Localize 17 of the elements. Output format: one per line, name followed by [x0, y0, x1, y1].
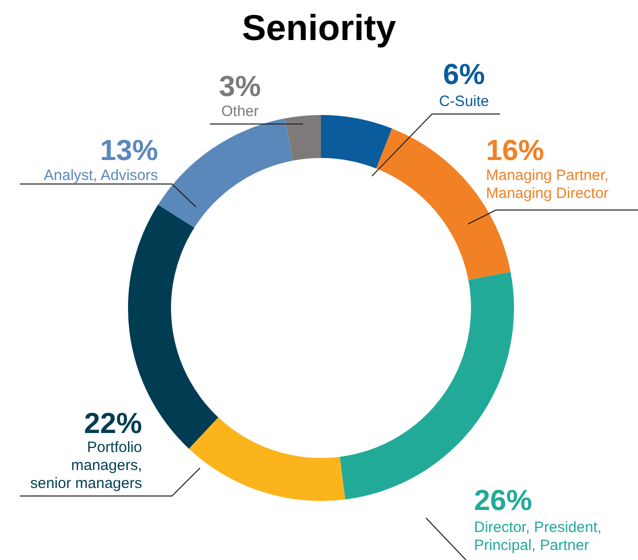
slice-label: Director, President, Principal, Partner	[474, 519, 602, 554]
data-label: 26%	[474, 485, 532, 517]
slice-label: Other	[221, 103, 259, 120]
donut-slice	[188, 417, 346, 501]
data-label: 16%	[486, 135, 544, 167]
donut-slice	[284, 115, 321, 161]
donut-slice	[321, 115, 392, 169]
donut-slice	[158, 118, 293, 228]
slice-label: Managing Partner, Managing Director	[486, 167, 609, 202]
data-label: 3%	[219, 71, 262, 103]
data-label: 13%	[100, 135, 158, 167]
slice-label: Analyst, Advisors	[44, 167, 158, 184]
data-label: 22%	[84, 408, 142, 440]
slice-label: Portfolio managers, senior managers	[30, 439, 142, 492]
data-label: 6%	[443, 59, 486, 91]
slice-label: C-Suite	[438, 93, 490, 110]
chart-title: Seniority	[242, 7, 396, 48]
